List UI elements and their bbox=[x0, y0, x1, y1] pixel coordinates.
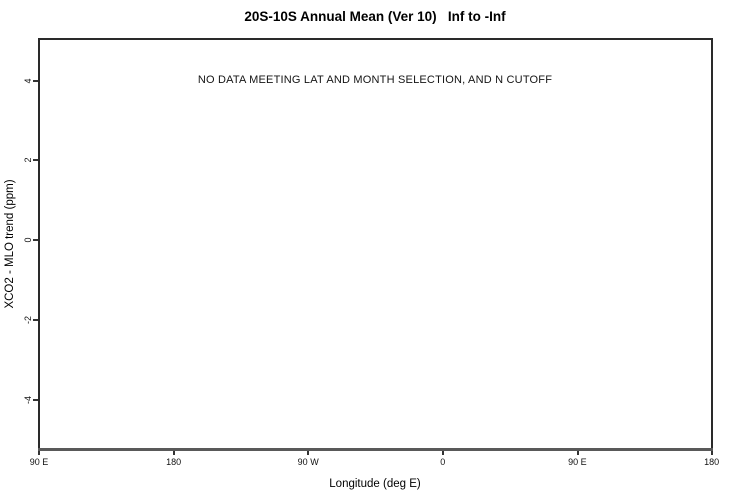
y-tick-mark bbox=[33, 319, 38, 321]
x-axis-title: Longitude (deg E) bbox=[329, 478, 421, 490]
x-tick-label: 90 E bbox=[29, 457, 49, 467]
x-tick-label: 90 W bbox=[297, 457, 319, 467]
x-tick-mark bbox=[442, 451, 444, 455]
x-tick-mark bbox=[172, 451, 175, 455]
no-data-message: NO DATA MEETING LAT AND MONTH SELECTION,… bbox=[197, 74, 553, 86]
x-tick-mark bbox=[307, 451, 310, 455]
y-tick-label: 4 bbox=[23, 78, 33, 84]
plot-area-box bbox=[38, 38, 713, 451]
x-tick-mark bbox=[576, 451, 579, 455]
x-tick-mark bbox=[38, 451, 40, 455]
y-tick-mark bbox=[33, 239, 38, 241]
y-tick-label: -2 bbox=[23, 315, 33, 325]
y-tick-mark bbox=[33, 159, 38, 161]
x-tick-label: 180 bbox=[166, 457, 182, 467]
x-axis-line bbox=[38, 448, 713, 451]
x-tick-label: 180 bbox=[704, 457, 720, 467]
y-tick-mark bbox=[33, 398, 38, 401]
y-axis-title: XCO2 - MLO trend (ppm) bbox=[4, 179, 16, 309]
y-tick-label: 0 bbox=[23, 237, 33, 243]
x-tick-label: 90 E bbox=[568, 457, 587, 467]
y-tick-label: -4 bbox=[23, 395, 33, 404]
y-tick-label: 2 bbox=[23, 157, 33, 163]
y-tick-mark bbox=[33, 80, 38, 82]
x-tick-label: 0 bbox=[440, 457, 446, 467]
x-tick-mark bbox=[710, 451, 713, 455]
chart-title: 20S-10S Annual Mean (Ver 10) Inf to -Inf bbox=[244, 9, 506, 24]
